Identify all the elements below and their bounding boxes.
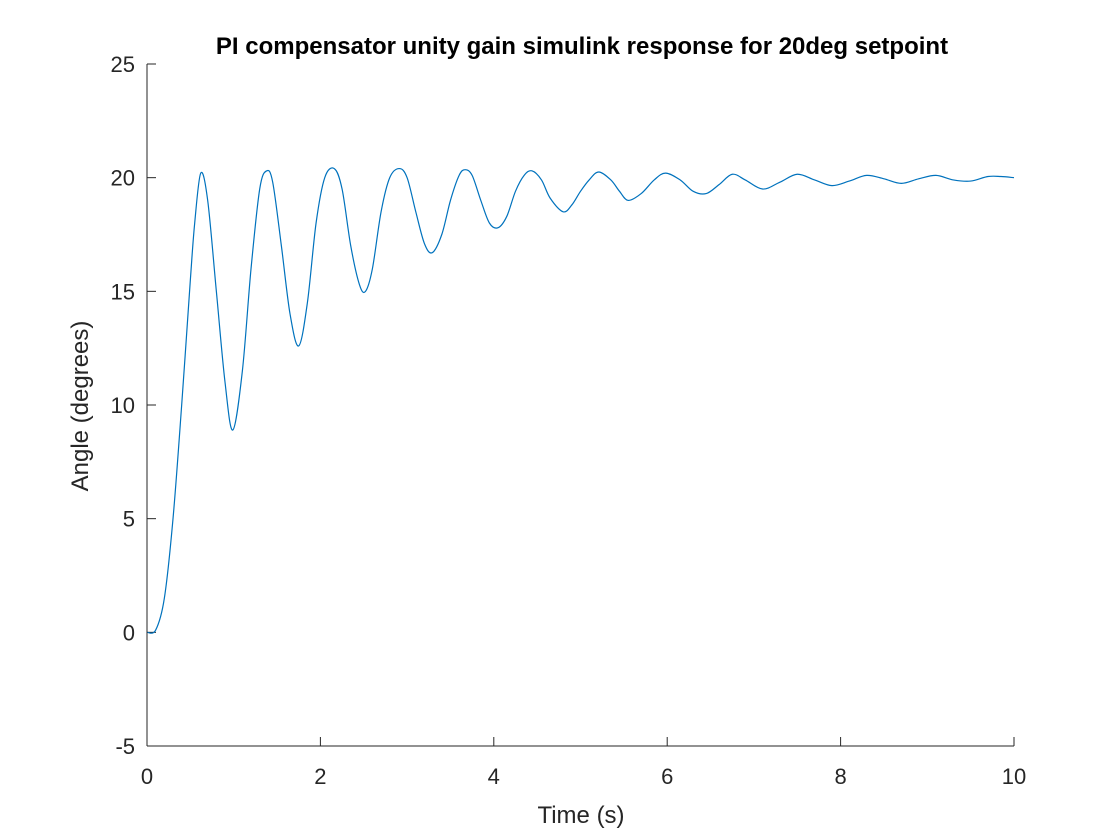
chart-title: PI compensator unity gain simulink respo… xyxy=(216,33,948,60)
y-tick-label: -5 xyxy=(115,734,135,759)
x-axis-label: Time (s) xyxy=(537,802,624,829)
x-tick-label: 4 xyxy=(488,764,500,789)
x-tick-label: 0 xyxy=(141,764,153,789)
y-axis-label: Angle (degrees) xyxy=(67,321,94,492)
x-tick-label: 10 xyxy=(1002,764,1026,789)
y-tick-label: 15 xyxy=(111,279,135,304)
y-tick-label: 20 xyxy=(111,166,135,191)
ticks-group xyxy=(146,63,1015,747)
y-tick-label: 10 xyxy=(111,393,135,418)
x-tick-label: 8 xyxy=(834,764,846,789)
x-tick-label: 6 xyxy=(661,764,673,789)
axes-group xyxy=(146,64,1014,747)
y-tick-label: 25 xyxy=(111,52,135,77)
y-tick-label: 0 xyxy=(123,620,135,645)
x-tick-label: 2 xyxy=(314,764,326,789)
y-tick-label: 5 xyxy=(123,507,135,532)
series-line xyxy=(146,167,1015,634)
